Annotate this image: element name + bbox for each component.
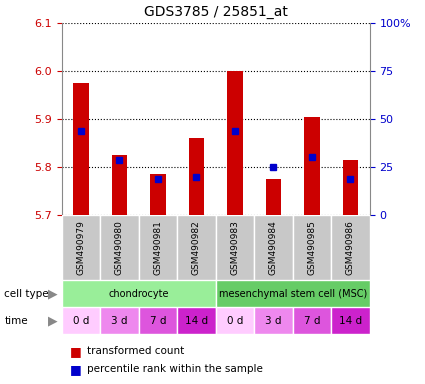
Text: mesenchymal stem cell (MSC): mesenchymal stem cell (MSC) (218, 289, 367, 299)
Bar (139, 307, 177, 334)
Bar (62, 215, 100, 280)
Bar (177, 307, 215, 334)
Text: GSM490980: GSM490980 (115, 220, 124, 275)
Bar (100, 215, 139, 280)
Bar (73, 83, 88, 215)
Text: cell type: cell type (4, 289, 49, 299)
Text: ▶: ▶ (48, 314, 57, 327)
Text: GSM490982: GSM490982 (192, 220, 201, 275)
Text: 14 d: 14 d (185, 316, 208, 326)
Text: GSM490984: GSM490984 (269, 220, 278, 275)
Text: GSM490986: GSM490986 (346, 220, 355, 275)
Text: time: time (4, 316, 28, 326)
Bar (189, 138, 204, 215)
Bar (343, 160, 358, 215)
Bar (100, 307, 139, 334)
Bar (266, 179, 281, 215)
Text: GSM490981: GSM490981 (153, 220, 162, 275)
Title: GDS3785 / 25851_at: GDS3785 / 25851_at (144, 5, 288, 19)
Bar (304, 117, 320, 215)
Text: ■: ■ (70, 345, 82, 358)
Text: chondrocyte: chondrocyte (108, 289, 169, 299)
Bar (62, 280, 215, 307)
Text: 0 d: 0 d (73, 316, 89, 326)
Text: ■: ■ (70, 363, 82, 376)
Bar (293, 215, 331, 280)
Text: 3 d: 3 d (111, 316, 128, 326)
Text: 7 d: 7 d (304, 316, 320, 326)
Bar (254, 215, 293, 280)
Bar (215, 215, 254, 280)
Bar (331, 307, 370, 334)
Bar (215, 280, 370, 307)
Bar (139, 215, 177, 280)
Bar (331, 215, 370, 280)
Bar (62, 307, 100, 334)
Text: GSM490983: GSM490983 (230, 220, 239, 275)
Bar (293, 307, 331, 334)
Text: GSM490985: GSM490985 (307, 220, 317, 275)
Text: 7 d: 7 d (150, 316, 166, 326)
Bar (254, 307, 293, 334)
Bar (227, 71, 243, 215)
Bar (112, 155, 127, 215)
Text: 0 d: 0 d (227, 316, 243, 326)
Text: percentile rank within the sample: percentile rank within the sample (87, 364, 263, 374)
Text: 14 d: 14 d (339, 316, 362, 326)
Bar (150, 174, 166, 215)
Bar (177, 215, 215, 280)
Bar (215, 307, 254, 334)
Text: ▶: ▶ (48, 287, 57, 300)
Text: 3 d: 3 d (265, 316, 282, 326)
Text: transformed count: transformed count (87, 346, 184, 356)
Text: GSM490979: GSM490979 (76, 220, 85, 275)
